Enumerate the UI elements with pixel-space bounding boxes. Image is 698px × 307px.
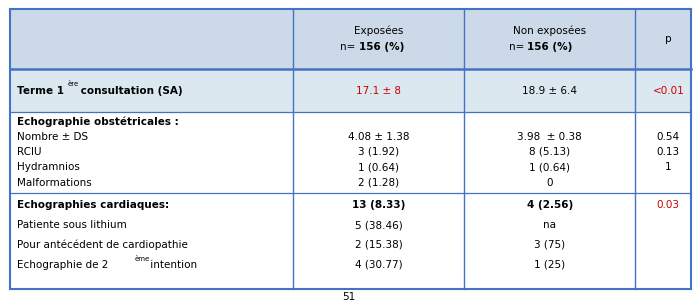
Text: 51: 51 [343,292,355,302]
Bar [10,193,691,289]
Text: Exposées: Exposées [354,25,403,36]
Text: 3 (75): 3 (75) [534,240,565,250]
Text: ère: ère [68,81,79,87]
Text: Pour antécédent de cardiopathie: Pour antécédent de cardiopathie [17,240,188,250]
Bar [10,112,691,193]
Text: ème: ème [135,256,150,262]
Bar [10,9,691,69]
Text: Nombre ± DS: Nombre ± DS [17,132,89,142]
Text: na: na [543,220,556,230]
Text: 156 (%): 156 (%) [359,42,405,52]
Text: 4 (30.77): 4 (30.77) [355,260,403,270]
Text: p: p [665,34,671,44]
Text: Echographie de 2: Echographie de 2 [17,260,109,270]
Text: 5 (38.46): 5 (38.46) [355,220,403,230]
Bar [10,69,691,112]
Text: 1 (25): 1 (25) [534,260,565,270]
Text: 3.98  ± 0.38: 3.98 ± 0.38 [517,132,582,142]
Text: Patiente sous lithium: Patiente sous lithium [17,220,127,230]
Text: Echographie obstétricales :: Echographie obstétricales : [17,116,179,126]
Text: n=: n= [509,42,528,52]
Text: 17.1 ± 8: 17.1 ± 8 [356,86,401,95]
Text: 1 (0.64): 1 (0.64) [358,162,399,172]
Text: 3 (1.92): 3 (1.92) [358,147,399,157]
Text: 0.54: 0.54 [657,132,680,142]
Text: 0.13: 0.13 [657,147,680,157]
Text: 13 (8.33): 13 (8.33) [352,200,406,210]
Text: 156 (%): 156 (%) [528,42,573,52]
Text: 1: 1 [665,162,671,172]
Text: Echographies cardiaques:: Echographies cardiaques: [17,200,170,210]
Text: Hydramnios: Hydramnios [17,162,80,172]
Text: 1 (0.64): 1 (0.64) [529,162,570,172]
Text: 0.03: 0.03 [657,200,680,210]
Text: consultation (SA): consultation (SA) [77,86,183,95]
Text: intention: intention [147,260,198,270]
Text: 8 (5.13): 8 (5.13) [529,147,570,157]
Text: <0.01: <0.01 [653,86,684,95]
Text: n=: n= [341,42,359,52]
Text: 4 (2.56): 4 (2.56) [526,200,573,210]
Text: 4.08 ± 1.38: 4.08 ± 1.38 [348,132,410,142]
Text: 2 (15.38): 2 (15.38) [355,240,403,250]
Text: RCIU: RCIU [17,147,42,157]
Text: 0: 0 [547,178,553,188]
Text: 2 (1.28): 2 (1.28) [358,178,399,188]
Text: 18.9 ± 6.4: 18.9 ± 6.4 [522,86,577,95]
Text: Non exposées: Non exposées [513,25,586,36]
Text: Malformations: Malformations [17,178,92,188]
Text: Terme 1: Terme 1 [17,86,64,95]
